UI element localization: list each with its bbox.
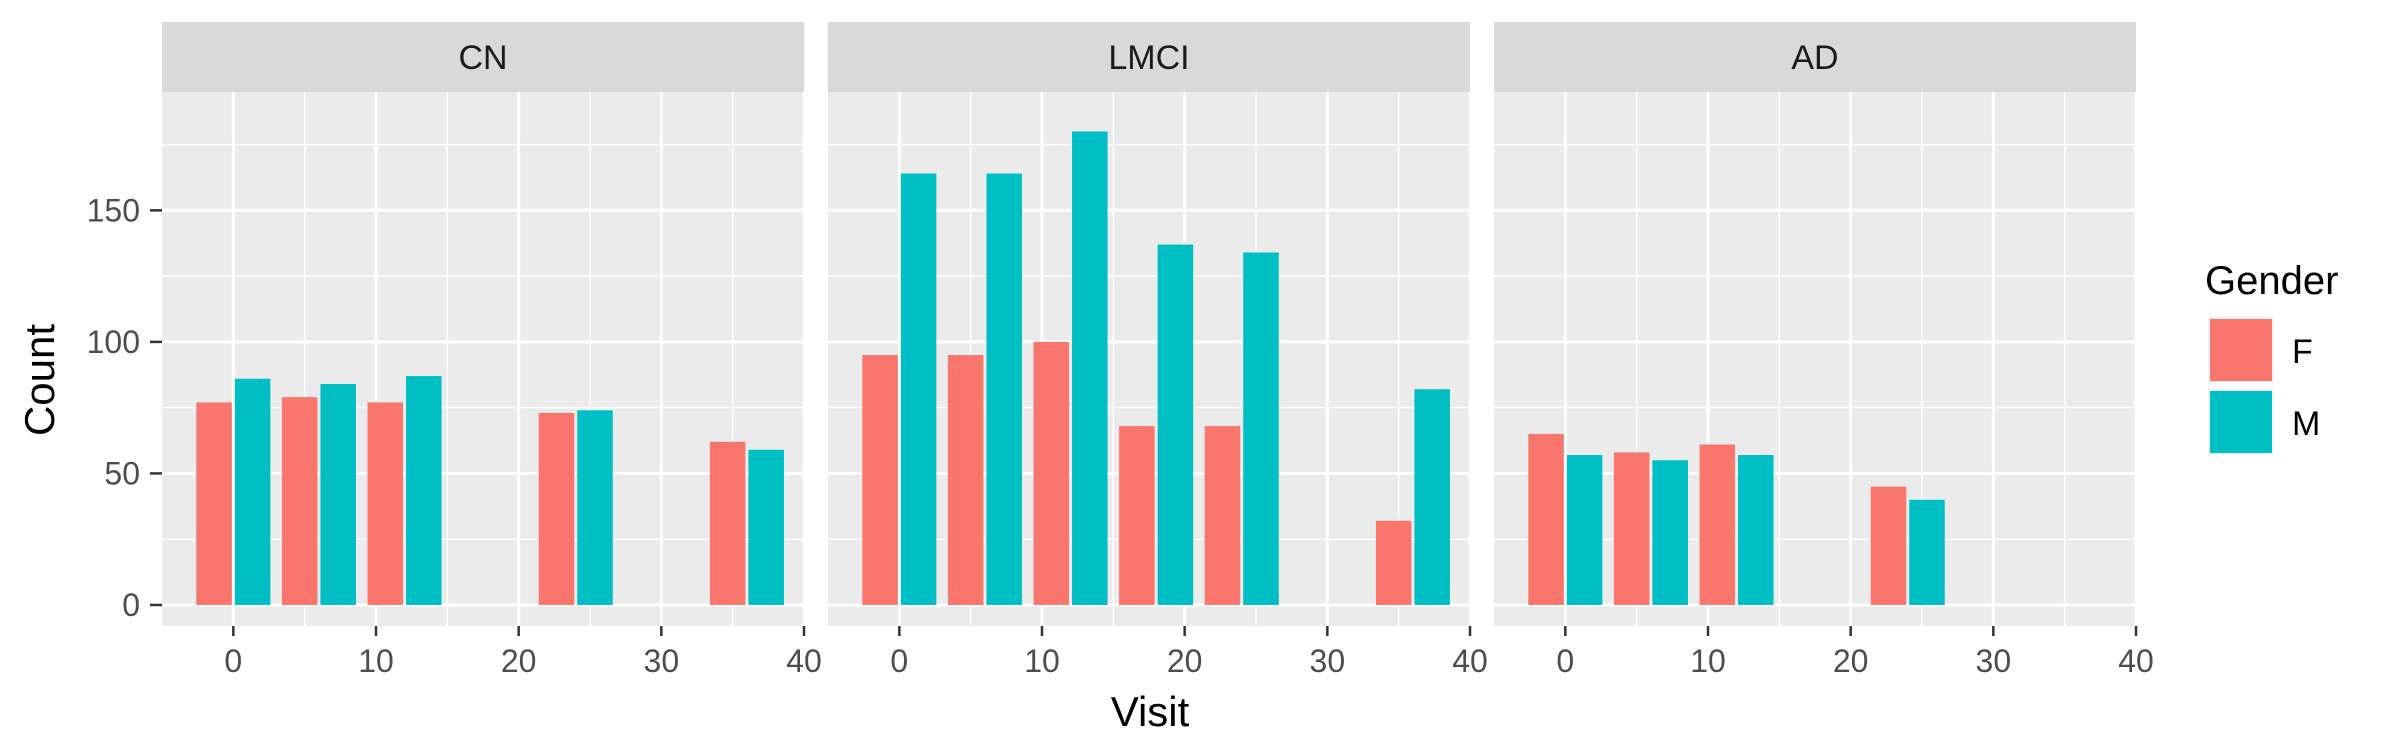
- bar-m: [986, 173, 1022, 605]
- x-tick-label: 0: [224, 643, 242, 679]
- x-tick-label: 40: [1452, 643, 1488, 679]
- bar-f: [1528, 433, 1564, 605]
- bar-m: [1414, 389, 1450, 605]
- y-tick-label: 50: [104, 455, 140, 491]
- legend-swatch-m: [2210, 391, 2272, 453]
- x-tick-label: 20: [1167, 643, 1203, 679]
- bar-m: [1157, 244, 1194, 605]
- bar-f: [281, 397, 318, 605]
- bar-m: [1909, 499, 1945, 605]
- bar-f: [1613, 452, 1650, 605]
- x-tick-label: 40: [786, 643, 822, 679]
- y-tick-label: 0: [122, 587, 140, 623]
- y-tick-label: 150: [87, 192, 140, 228]
- x-tick-label: 30: [1976, 643, 2012, 679]
- x-axis-title: Visit: [1111, 688, 1190, 735]
- bar-f: [862, 355, 898, 605]
- bar-m: [320, 383, 356, 605]
- bar-m: [234, 378, 271, 605]
- facet-panels: 0 50 100 150 CN 0 10 20 30 40 LMCI 0 10 20 30 40 AD 0 10 20…: [87, 22, 2154, 679]
- legend-title: Gender: [2205, 259, 2338, 303]
- bar-m: [900, 173, 937, 605]
- legend: Gender FM: [2205, 259, 2338, 455]
- legend-swatch-f: [2210, 319, 2272, 381]
- facet-panel-lmci: LMCI 0 10 20 30 40: [828, 22, 1488, 679]
- facet-strip: [1494, 22, 2136, 92]
- x-tick-label: 10: [1024, 643, 1060, 679]
- bar-m: [1566, 455, 1603, 605]
- bar-f: [709, 441, 746, 605]
- facet-strip-label: CN: [458, 39, 507, 77]
- x-tick-label: 10: [1690, 643, 1726, 679]
- facet-strip: [162, 22, 804, 92]
- bar-m: [577, 410, 613, 605]
- axes: Count Visit: [16, 324, 1190, 735]
- bar-m: [1243, 252, 1279, 605]
- bar-f: [1033, 341, 1070, 605]
- legend-label: M: [2292, 405, 2320, 443]
- x-tick-label: 0: [890, 643, 908, 679]
- x-tick-label: 10: [358, 643, 394, 679]
- facet-strip-label: LMCI: [1108, 39, 1189, 77]
- x-tick-label: 20: [501, 643, 537, 679]
- bar-m: [1652, 460, 1688, 605]
- x-tick-label: 30: [1310, 643, 1346, 679]
- bar-f: [196, 402, 232, 605]
- bar-f: [1375, 520, 1412, 605]
- x-tick-label: 40: [2118, 643, 2154, 679]
- bar-f: [538, 412, 575, 605]
- x-tick-label: 20: [1833, 643, 1869, 679]
- facet-panel-ad: AD 0 10 20 30 40: [1494, 22, 2154, 679]
- facet-panel-cn: CN 0 10 20 30 40: [162, 22, 822, 679]
- x-tick-label: 0: [1556, 643, 1574, 679]
- bar-f: [1204, 426, 1241, 605]
- legend-label: F: [2292, 333, 2313, 371]
- bar-m: [406, 376, 442, 605]
- facet-strip-label: AD: [1791, 39, 1838, 77]
- bar-m: [1072, 131, 1108, 605]
- bar-f: [947, 355, 984, 605]
- bar-f: [1870, 486, 1907, 605]
- y-tick-label: 100: [87, 324, 140, 360]
- bar-f: [1119, 426, 1155, 605]
- bar-m: [748, 449, 784, 605]
- bar-m: [1738, 455, 1774, 605]
- x-tick-label: 30: [644, 643, 680, 679]
- y-axis-title: Count: [16, 324, 63, 436]
- bar-f: [367, 402, 404, 605]
- bar-f: [1699, 444, 1736, 605]
- facet-strip: [828, 22, 1470, 92]
